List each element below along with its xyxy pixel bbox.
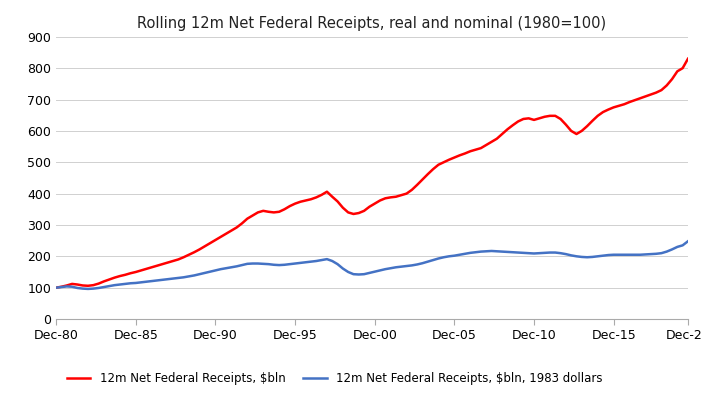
12m Net Federal Receipts, $bln, 1983 dollars bbox=[52, 285, 60, 290]
12m Net Federal Receipts, $bln, 1983 dollars bbox=[190, 273, 199, 278]
Legend: 12m Net Federal Receipts, $bln, 12m Net Federal Receipts, $bln, 1983 dollars: 12m Net Federal Receipts, $bln, 12m Net … bbox=[62, 367, 607, 390]
Line: 12m Net Federal Receipts, $bln: 12m Net Federal Receipts, $bln bbox=[56, 59, 688, 288]
12m Net Federal Receipts, $bln, 1983 dollars bbox=[684, 239, 692, 244]
12m Net Federal Receipts, $bln bbox=[185, 252, 193, 257]
12m Net Federal Receipts, $bln, 1983 dollars bbox=[493, 249, 501, 254]
12m Net Federal Receipts, $bln, 1983 dollars bbox=[227, 265, 236, 270]
12m Net Federal Receipts, $bln bbox=[402, 191, 411, 196]
12m Net Federal Receipts, $bln, 1983 dollars bbox=[668, 247, 676, 252]
12m Net Federal Receipts, $bln bbox=[52, 285, 60, 290]
12m Net Federal Receipts, $bln bbox=[684, 56, 692, 61]
Title: Rolling 12m Net Federal Receipts, real and nominal (1980=100): Rolling 12m Net Federal Receipts, real a… bbox=[138, 16, 607, 31]
12m Net Federal Receipts, $bln bbox=[551, 113, 559, 118]
Line: 12m Net Federal Receipts, $bln, 1983 dollars: 12m Net Federal Receipts, $bln, 1983 dol… bbox=[56, 241, 688, 289]
12m Net Federal Receipts, $bln, 1983 dollars bbox=[556, 251, 564, 256]
12m Net Federal Receipts, $bln bbox=[222, 231, 230, 236]
12m Net Federal Receipts, $bln bbox=[487, 139, 496, 144]
12m Net Federal Receipts, $bln bbox=[663, 83, 671, 88]
12m Net Federal Receipts, $bln, 1983 dollars bbox=[84, 286, 92, 291]
12m Net Federal Receipts, $bln, 1983 dollars bbox=[408, 263, 416, 268]
